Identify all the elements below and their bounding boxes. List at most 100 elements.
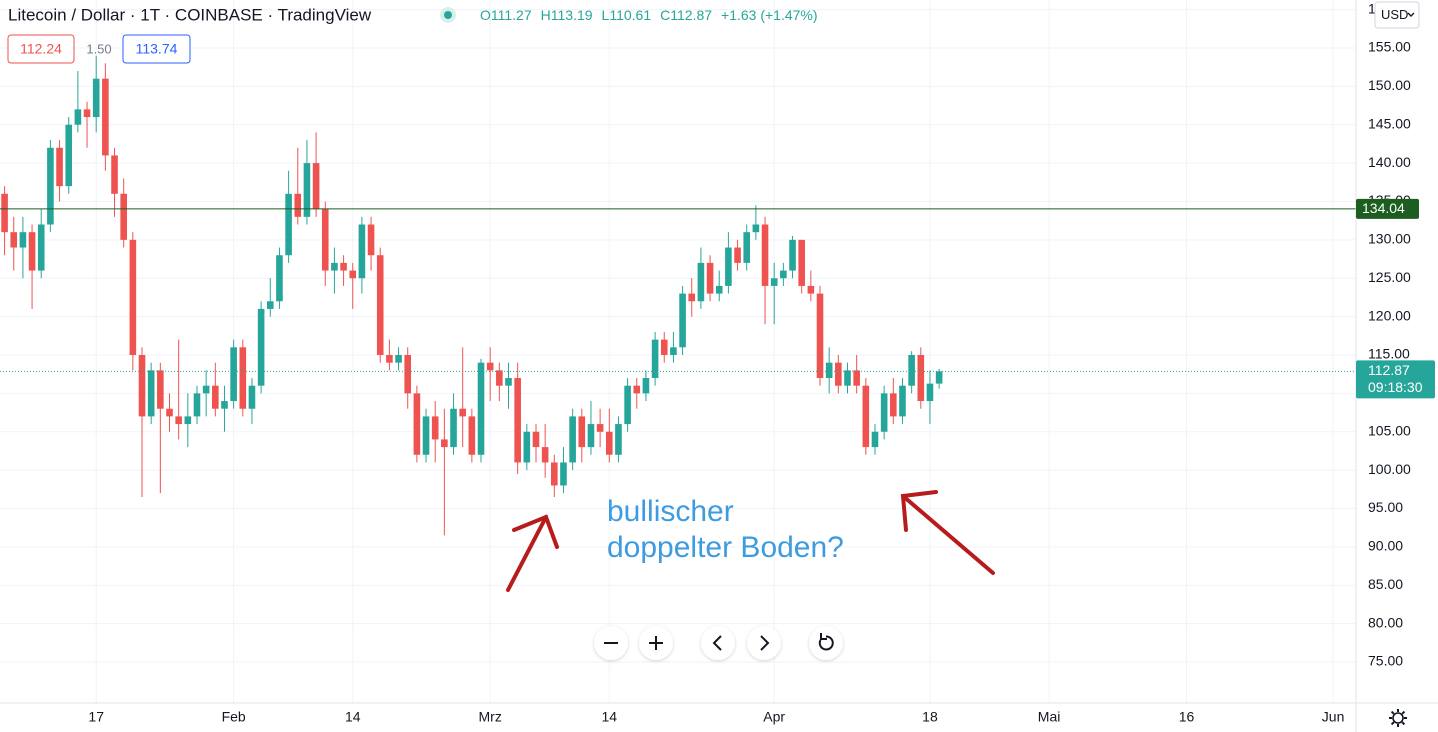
candle-body: [853, 370, 860, 386]
candle-body: [605, 431, 613, 455]
x-tick-label: 18: [922, 709, 938, 725]
candle-body: [486, 362, 494, 371]
candle-body: [514, 378, 521, 463]
last-price-label: 112.87: [1368, 362, 1410, 378]
ask-price: 113.74: [136, 41, 178, 57]
candle-body: [37, 224, 45, 271]
y-tick-label: 145.00: [1368, 115, 1411, 131]
candle-body: [615, 424, 622, 455]
candle-body: [19, 232, 27, 248]
candle-body: [28, 232, 36, 271]
y-tick-label: 120.00: [1368, 307, 1411, 323]
x-tick-label: 14: [345, 709, 361, 725]
status-dot: [444, 11, 452, 19]
zoom-in-button[interactable]: [639, 626, 673, 660]
candle-body: [688, 293, 696, 302]
candle-body: [111, 155, 118, 194]
candle-body: [816, 293, 824, 379]
close-value: C112.87: [660, 7, 712, 23]
scroll-left-button[interactable]: [701, 626, 735, 660]
candle-body: [551, 462, 558, 486]
candle-body: [477, 362, 485, 455]
zoom-out-button[interactable]: [594, 626, 628, 660]
candle-body: [697, 262, 705, 302]
x-tick-label: Mai: [1038, 709, 1061, 725]
candle-body: [725, 247, 732, 286]
annotation-line: bullischer: [607, 495, 734, 528]
candle-body: [285, 193, 292, 256]
candle-body: [120, 193, 127, 240]
x-tick-label: 17: [88, 709, 104, 725]
candle-body: [743, 232, 751, 263]
y-tick-label: 100.00: [1368, 461, 1411, 477]
bid-price: 112.24: [20, 41, 62, 57]
y-tick-label: 90.00: [1368, 538, 1403, 554]
y-tick-label: 105.00: [1368, 422, 1411, 438]
y-tick-label: 155.00: [1368, 39, 1411, 55]
candle-body: [184, 416, 192, 425]
candle-body: [376, 255, 384, 355]
candle-body: [321, 209, 329, 271]
scroll-right-button[interactable]: [747, 626, 781, 660]
y-tick-label: 95.00: [1368, 499, 1403, 515]
candle-body: [413, 393, 421, 455]
candle-body: [74, 109, 82, 125]
candle-body: [331, 262, 338, 271]
candle-body: [404, 354, 412, 394]
x-tick-label: Jun: [1322, 709, 1345, 725]
candle-body: [578, 416, 586, 448]
candle-body: [770, 278, 778, 286]
candle-body: [541, 447, 549, 463]
candle-body: [890, 393, 897, 417]
candle-body: [706, 262, 714, 294]
candle-body: [505, 378, 512, 386]
y-tick-label: 140.00: [1368, 154, 1411, 170]
change-value: +1.63 (+1.47%): [721, 7, 818, 23]
x-tick-label: Mrz: [479, 709, 502, 725]
currency-button[interactable]: [1374, 1, 1420, 29]
candle-body: [798, 239, 805, 286]
x-tick-label: Feb: [222, 709, 246, 725]
candle-body: [193, 393, 201, 417]
hline-label: 134.04: [1362, 200, 1405, 216]
candle-body: [835, 362, 842, 386]
candle-body: [65, 124, 73, 187]
overlay: [0, 208, 1356, 372]
candle-body: [450, 408, 457, 448]
candle-body: [468, 416, 476, 455]
candle-body: [908, 354, 915, 386]
annotation-line: doppelter Boden?: [607, 531, 844, 564]
ohlc-header: O111.27 H113.19 L110.61 C112.87 +1.63 (+1.47…: [480, 7, 818, 23]
low-value: L110.61: [602, 7, 652, 23]
reset-button[interactable]: [809, 626, 843, 660]
candle-body: [166, 408, 173, 417]
candle-body: [935, 371, 943, 384]
candle-body: [212, 385, 219, 409]
candle-body: [175, 416, 182, 425]
x-tick-label: Apr: [763, 709, 785, 725]
candle-body: [523, 431, 531, 463]
candle-body: [642, 378, 650, 394]
time-axis: 17 Feb 14 Mrz 14 Apr 18 Mai 16 Jun: [88, 709, 1344, 725]
candle-body: [340, 262, 347, 271]
candle-body: [138, 354, 146, 417]
candle-body: [752, 224, 760, 233]
candle-body: [349, 270, 357, 279]
candle-body: [221, 401, 228, 409]
candle-body: [431, 416, 439, 440]
candle-body: [633, 385, 641, 394]
bid-box[interactable]: [7, 34, 75, 64]
countdown-label: 09:18:30: [1368, 379, 1423, 395]
candle-body: [386, 354, 393, 363]
candle-body: [862, 385, 870, 448]
candle-body: [276, 255, 283, 302]
ask-box[interactable]: [122, 34, 191, 64]
price-axis: 75.0080.0085.0090.0095.00100.00105.00110…: [1356, 0, 1435, 669]
candle-body: [569, 416, 576, 463]
x-tick-label: 14: [601, 709, 617, 725]
candle-body: [294, 193, 302, 217]
candle-body: [312, 163, 320, 210]
candle-body: [147, 370, 155, 417]
x-tick-label: 16: [1179, 709, 1195, 725]
settings-button[interactable]: [1389, 709, 1407, 727]
